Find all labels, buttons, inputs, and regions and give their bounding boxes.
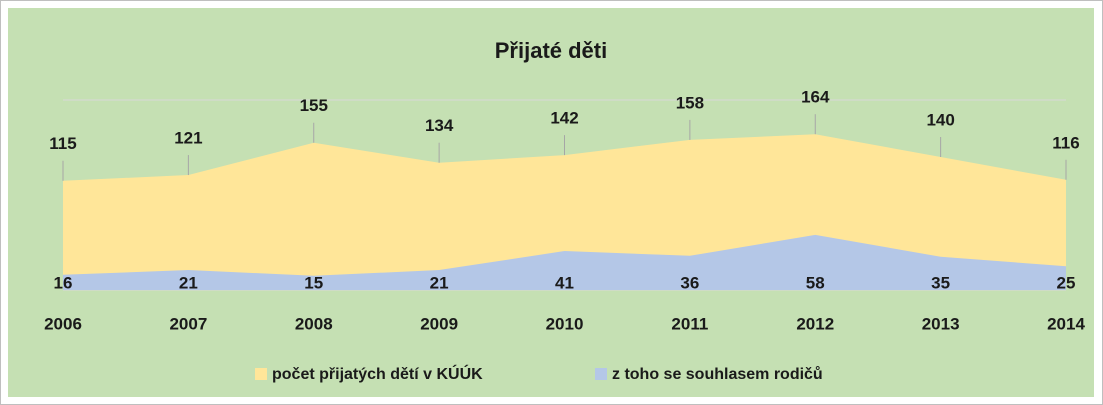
chart-title: Přijaté děti — [495, 38, 607, 63]
legend-swatch — [595, 368, 607, 380]
data-label: 21 — [179, 273, 198, 292]
x-tick-label: 2010 — [546, 314, 584, 333]
data-label: 121 — [174, 129, 202, 148]
data-label: 158 — [676, 93, 704, 112]
data-label: 142 — [550, 109, 578, 128]
x-tick-label: 2006 — [44, 314, 82, 333]
data-label: 36 — [680, 273, 699, 292]
x-tick-label: 2014 — [1047, 314, 1085, 333]
legend-swatch — [255, 368, 267, 380]
area — [63, 234, 1066, 290]
data-label: 164 — [801, 88, 830, 107]
data-label: 41 — [555, 273, 574, 292]
data-label: 58 — [806, 273, 825, 292]
data-label: 140 — [926, 110, 954, 129]
legend-label: z toho se souhlasem rodičů — [612, 366, 823, 383]
x-tick-label: 2012 — [796, 314, 834, 333]
data-label: 21 — [430, 273, 449, 292]
x-tick-label: 2011 — [671, 314, 708, 333]
data-label: 134 — [425, 116, 454, 135]
data-label: 155 — [300, 96, 328, 115]
x-tick-label: 2007 — [169, 314, 207, 333]
data-label: 115 — [49, 134, 76, 153]
x-tick-label: 2013 — [922, 314, 960, 333]
data-label: 15 — [304, 273, 323, 292]
data-label: 35 — [931, 273, 950, 292]
x-tick-label: 2009 — [420, 314, 458, 333]
data-label: 16 — [54, 273, 73, 292]
x-tick-label: 2008 — [295, 314, 333, 333]
data-label: 25 — [1057, 273, 1076, 292]
legend-label: počet přijatých dětí v KÚÚK — [272, 364, 483, 383]
data-label: 116 — [1052, 133, 1079, 152]
